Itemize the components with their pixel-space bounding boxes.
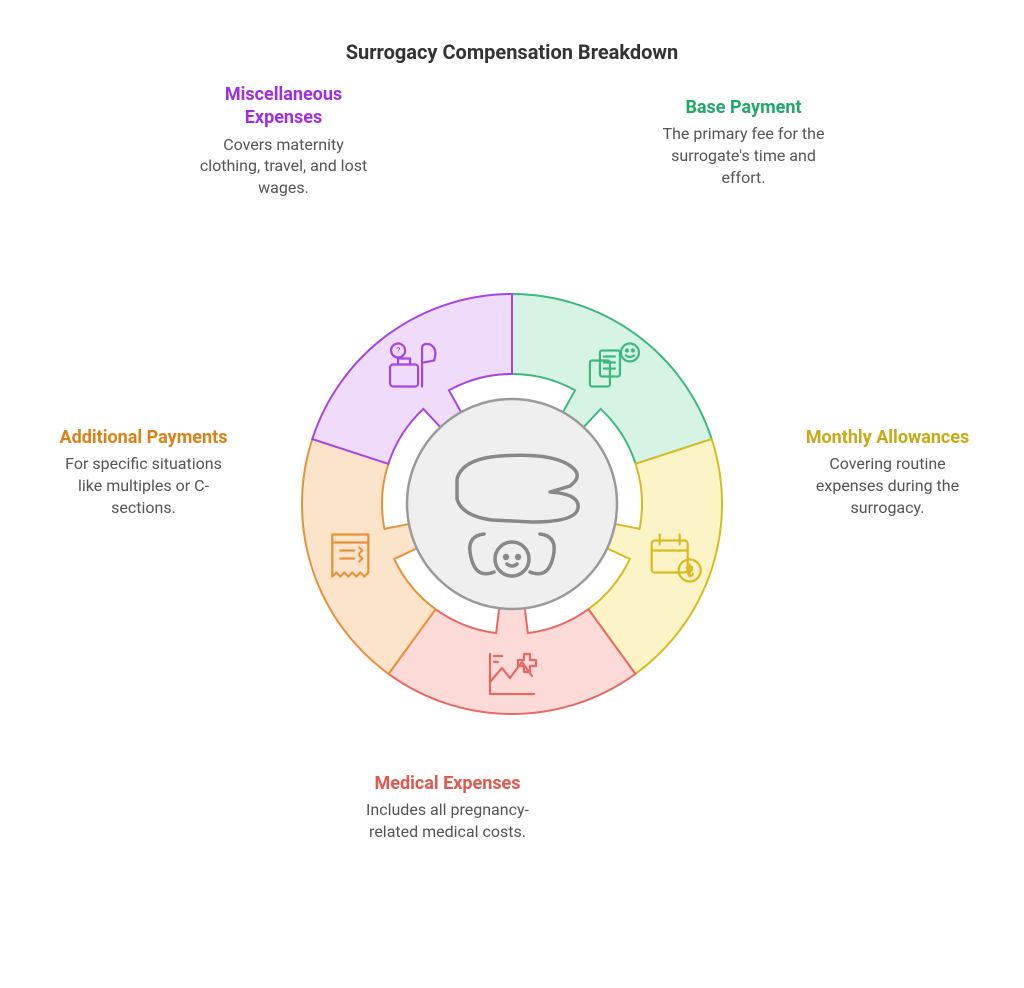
label-base-payment: Base Payment The primary fee for the surr… — [656, 96, 831, 188]
label-additional-payments: Additional Payments For specific situatio… — [56, 426, 231, 518]
page-title: Surrogacy Compensation Breakdown — [0, 0, 1024, 64]
label-title: Monthly Allowances — [800, 426, 975, 449]
label-desc: Covering routine expenses during the sur… — [800, 453, 975, 518]
label-desc: For specific situations like multiples o… — [56, 453, 231, 518]
label-title: Additional Payments — [56, 426, 231, 449]
label-title: Base Payment — [656, 96, 831, 119]
label-medical-expenses: Medical Expenses Includes all pregnancy-r… — [360, 772, 535, 843]
label-miscellaneous-expenses: Miscellaneous ExpensesCovers maternity c… — [196, 83, 371, 199]
label-title: Miscellaneous Expenses — [196, 83, 371, 130]
label-desc: The primary fee for the surrogate's time… — [656, 123, 831, 188]
label-desc: Includes all pregnancy-related medical c… — [360, 799, 535, 842]
svg-text:?: ? — [396, 346, 400, 356]
label-title: Medical Expenses — [360, 772, 535, 795]
label-desc: Covers maternity clothing, travel, and l… — [196, 134, 371, 199]
radial-chart: ? — [262, 254, 762, 754]
label-monthly-allowances: Monthly Allowances Covering routine expen… — [800, 426, 975, 518]
